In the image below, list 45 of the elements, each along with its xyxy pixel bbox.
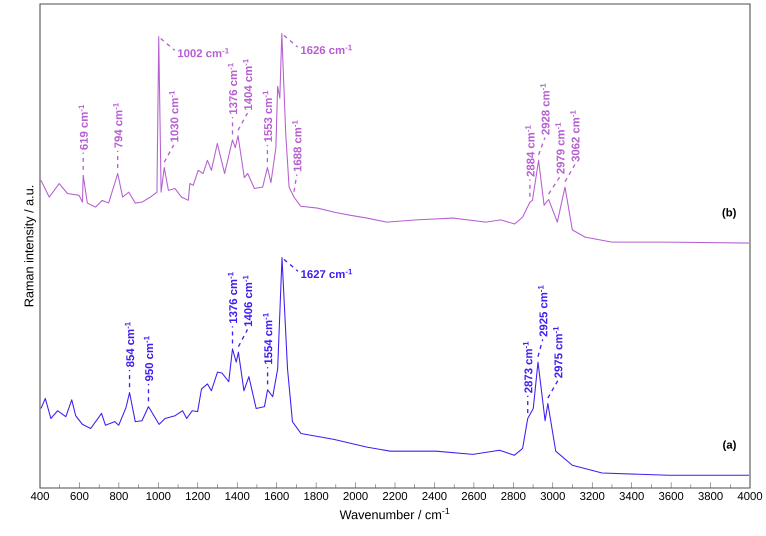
x-tick-label: 1200 — [186, 492, 210, 500]
annotation: 1553 cm$^{-1}$ — [262, 90, 272, 142]
annotation: 2925 cm$^{-1}$ — [538, 285, 548, 336]
y-axis-title: Raman intensity / a.u. — [24, 186, 36, 306]
annotation: 2884 cm$^{-1}$ — [525, 125, 535, 177]
x-tick-label: 2200 — [382, 492, 408, 500]
annotation: 1030 cm$^{-1}$ — [169, 90, 178, 142]
annotation: 619 cm$^{-1}$ — [78, 104, 88, 150]
x-tick-label: 3000 — [540, 492, 565, 500]
x-tick-label: 2000 — [344, 492, 368, 500]
x-tick-label: 4000 — [738, 492, 762, 500]
annotation: 794 cm$^{-1}$ — [113, 103, 122, 148]
x-tick-label: 600 — [70, 492, 88, 500]
annotation: 1406 cm$^{-1}$ — [242, 275, 252, 326]
annotation: 2975 cm$^{-1}$ — [553, 326, 562, 378]
x-tick-label: 2400 — [422, 492, 447, 500]
x-tick-label: 400 — [30, 492, 50, 500]
annotation: 950 cm$^{-1}$ — [144, 336, 154, 382]
x-tick-label: 3600 — [658, 492, 684, 500]
annotation: 1554 cm$^{-1}$ — [262, 313, 272, 364]
x-tick-label: 3200 — [580, 492, 604, 500]
x-tick-label: 1800 — [304, 492, 328, 500]
text: (a) — [723, 440, 736, 451]
annotation: 1626 cm$^{-1}$ — [301, 44, 352, 54]
x-tick-label: 3800 — [698, 492, 723, 500]
x-tick-label: 3400 — [620, 492, 644, 500]
text: (b) — [722, 208, 736, 219]
x-tick-label: 1600 — [264, 492, 289, 500]
annotation: 2979 cm$^{-1}$ — [555, 122, 565, 174]
x-tick-label: 2600 — [462, 492, 486, 500]
annotation: 1627 cm$^{-1}$ — [301, 268, 352, 278]
x-tick-label: 1000 — [146, 492, 170, 500]
annotation: 1688 cm$^{-1}$ — [292, 120, 302, 172]
annotation: 3062 cm$^{-1}$ — [570, 110, 580, 162]
annotation: 2928 cm$^{-1}$ — [540, 84, 550, 135]
annotation: 1376 cm$^{-1}$ — [228, 272, 238, 323]
x-tick-label: 2800 — [501, 492, 526, 500]
annotation: 854 cm$^{-1}$ — [124, 322, 134, 367]
x-tick-label: 800 — [110, 492, 128, 500]
annotation: 2873 cm$^{-1}$ — [523, 342, 532, 393]
annotation: 1404 cm$^{-1}$ — [242, 58, 252, 110]
annotation: 1002 cm$^{-1}$ — [178, 48, 229, 58]
annotation: 1376 cm$^{-1}$ — [228, 63, 238, 114]
x-axis-title: Wavenumber / cm$^{-1}$ — [340, 508, 450, 520]
x-tick-label: 1400 — [225, 492, 250, 500]
